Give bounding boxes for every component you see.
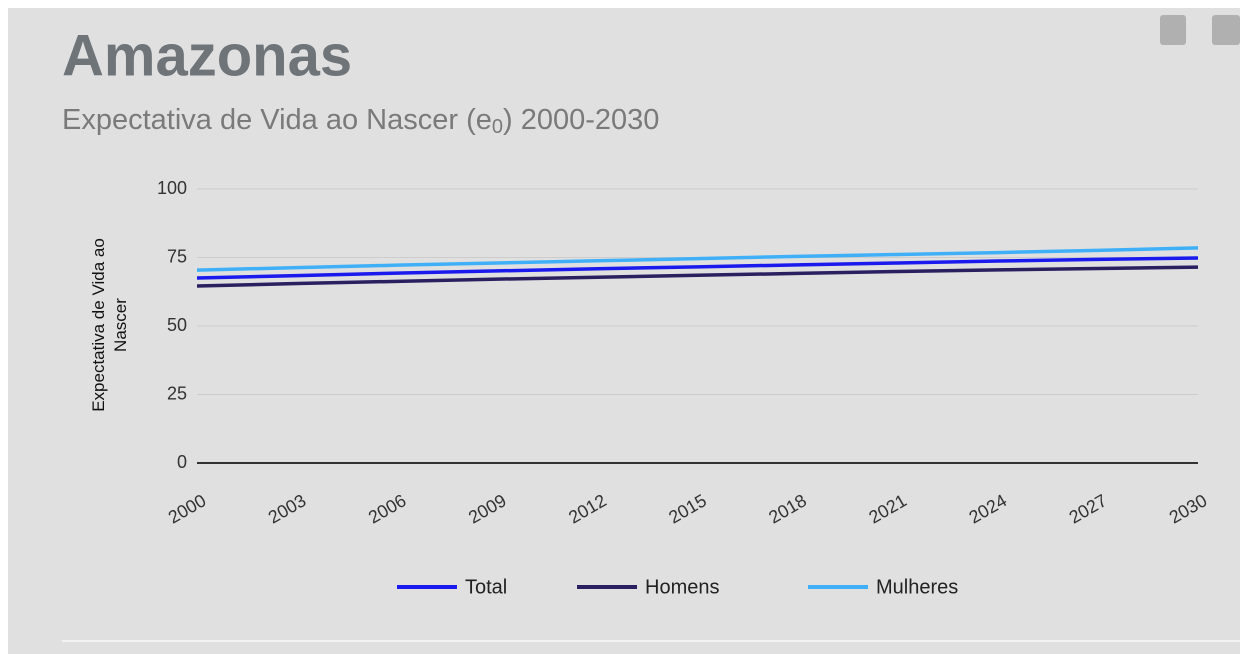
- x-tick-label: 2012: [565, 490, 610, 527]
- y-tick-label: 50: [167, 315, 187, 335]
- series-line: [196, 265, 1199, 288]
- x-tick-label: 2006: [365, 490, 410, 527]
- x-tick-label: 2027: [1066, 490, 1111, 527]
- chart-title: Amazonas: [62, 23, 352, 88]
- y-tick-label: 0: [177, 452, 187, 472]
- x-tick-label: 2000: [165, 490, 210, 527]
- x-tick-label: 2018: [765, 490, 810, 527]
- subtitle-part: ) 2000-2030: [503, 104, 659, 136]
- x-tick-label: 2003: [265, 490, 310, 527]
- x-tick-label: 2024: [965, 490, 1010, 527]
- info-icon[interactable]: [1212, 15, 1240, 45]
- x-tick-label: 2015: [665, 490, 710, 527]
- x-tick-label: 2030: [1166, 490, 1211, 527]
- series-line: [196, 256, 1199, 280]
- y-axis-label: Expectativa de Vida ao Nascer: [89, 238, 130, 412]
- chart-subtitle: Expectativa de Vida ao Nascer (e0) 2000-…: [62, 104, 659, 139]
- link-icon[interactable]: [1160, 15, 1186, 45]
- panel: [8, 8, 1240, 654]
- subtitle-subscript: 0: [492, 116, 503, 138]
- series-line: [196, 246, 1199, 272]
- y-tick-label: 75: [167, 246, 187, 266]
- legend-label: Total: [465, 576, 507, 598]
- legend-label: Homens: [645, 576, 719, 598]
- subtitle-part: Expectativa de Vida ao Nascer (e: [62, 104, 492, 136]
- y-tick-label: 25: [167, 383, 187, 403]
- y-tick-label: 100: [157, 178, 187, 198]
- x-tick-label: 2009: [465, 490, 510, 527]
- legend-label: Mulheres: [876, 576, 958, 598]
- x-tick-label: 2021: [865, 490, 910, 527]
